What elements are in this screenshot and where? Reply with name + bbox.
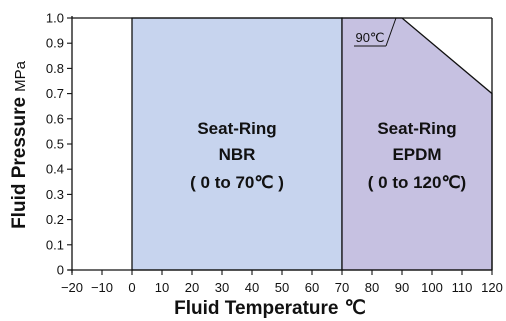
x-tick-label: 0 — [128, 280, 135, 295]
x-tick-label: −20 — [61, 280, 83, 295]
x-tick-label: 80 — [365, 280, 379, 295]
temperature-annotation: 90℃ — [354, 17, 397, 47]
y-tick-label: 0 — [57, 263, 64, 278]
annotation-leader — [385, 17, 397, 47]
y-tick-label: 0.4 — [46, 162, 64, 177]
regions-layer — [131, 17, 493, 271]
region-label-nbr-line1: Seat-Ring — [197, 119, 276, 138]
region-label-nbr-line2: NBR — [219, 145, 256, 164]
region-epdm — [341, 17, 493, 271]
y-tick-label: 0.6 — [46, 111, 64, 126]
annotation-label: 90℃ — [355, 30, 384, 45]
x-tick-label: 50 — [275, 280, 289, 295]
x-axis-ticks: −20 −10 0 10 20 30 40 50 60 70 80 90 100 110 120 — [61, 270, 503, 295]
x-tick-label: 30 — [215, 280, 229, 295]
region-labels-layer: Seat-Ring NBR ( 0 to 70℃ ) Seat-Ring EPDM ( 0… — [190, 119, 466, 192]
x-axis-label: Fluid Temperature — [174, 298, 338, 319]
y-axis-unit: MPa — [12, 60, 29, 92]
x-tick-label: 110 — [452, 280, 473, 295]
y-tick-label: 0.3 — [46, 187, 64, 202]
region-nbr — [131, 17, 343, 271]
y-axis-ticks: 0 0.1 0.2 0.3 0.4 0.5 0.6 0.7 0.8 0.9 1.0 — [46, 11, 72, 278]
y-tick-label: 0.7 — [46, 86, 64, 101]
y-tick-label: 0.1 — [46, 237, 64, 252]
y-tick-label: 1.0 — [46, 11, 64, 26]
region-label-epdm-line1: Seat-Ring — [377, 119, 456, 138]
y-axis-label: Fluid Pressure — [9, 97, 30, 229]
x-axis-title: Fluid Temperature ℃ — [174, 298, 366, 319]
x-tick-label: 20 — [185, 280, 199, 295]
y-axis-title: Fluid Pressure MPa — [9, 60, 30, 229]
x-tick-label: 120 — [481, 280, 503, 295]
y-tick-label: 0.9 — [46, 36, 64, 51]
x-axis-unit: ℃ — [345, 298, 366, 319]
region-label-nbr-line3: ( 0 to 70℃ ) — [190, 173, 284, 192]
x-tick-label: 90 — [395, 280, 409, 295]
x-tick-label: 10 — [155, 280, 169, 295]
y-tick-label: 0.5 — [46, 137, 64, 152]
x-tick-label: 60 — [305, 280, 319, 295]
y-tick-label: 0.2 — [46, 212, 64, 227]
x-tick-label: 70 — [335, 280, 349, 295]
x-tick-label: 100 — [421, 280, 443, 295]
x-tick-label: −10 — [91, 280, 113, 295]
region-label-epdm-line2: EPDM — [392, 145, 441, 164]
y-tick-label: 0.8 — [46, 61, 64, 76]
region-label-epdm-line3: ( 0 to 120℃) — [368, 173, 466, 192]
x-tick-label: 40 — [245, 280, 259, 295]
